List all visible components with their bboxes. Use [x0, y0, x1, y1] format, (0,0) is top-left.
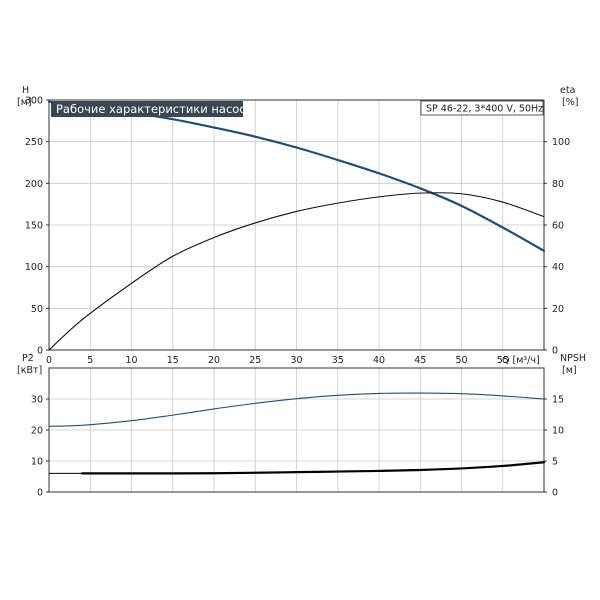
x-tick-label: 35 — [332, 355, 344, 366]
right-tick-label: 15 — [552, 395, 564, 406]
model-label: SP 46-22, 3*400 V, 50Hz — [426, 104, 543, 115]
right-axis-unit: [м] — [562, 365, 577, 376]
x-tick-label: 50 — [455, 355, 467, 366]
right-axis-label: NPSH — [560, 353, 586, 364]
chart-title: Рабочие характеристики насоса — [56, 102, 253, 116]
right-tick-label: 60 — [552, 221, 564, 232]
left-tick-label: 30 — [31, 395, 43, 406]
x-tick-label: 25 — [249, 355, 261, 366]
left-tick-label: 250 — [25, 137, 43, 148]
right-tick-label: 80 — [552, 179, 564, 190]
right-tick-label: 40 — [552, 262, 564, 273]
x-axis-label: Q [м³/ч] — [502, 355, 540, 366]
x-tick-label: 10 — [125, 355, 137, 366]
x-tick-label: 5 — [87, 355, 93, 366]
right-tick-label: 100 — [552, 137, 570, 148]
left-tick-label: 300 — [25, 96, 43, 107]
x-tick-label: 45 — [414, 355, 426, 366]
right-tick-label: 5 — [552, 457, 558, 468]
right-tick-label: 0 — [552, 346, 558, 357]
right-tick-label: 10 — [552, 426, 564, 437]
right-axis-label: eta — [560, 85, 575, 96]
series-line-1-1 — [80, 461, 546, 475]
x-tick-label: 30 — [290, 355, 302, 366]
left-axis-label: H — [22, 85, 29, 96]
left-tick-label: 20 — [31, 426, 43, 437]
left-tick-label: 100 — [25, 262, 43, 273]
left-tick-label: 50 — [31, 304, 43, 315]
right-tick-label: 0 — [552, 488, 558, 499]
left-axis-label: P2 — [22, 353, 34, 364]
left-axis-unit: [м] — [17, 97, 32, 108]
series-line-0-2 — [48, 192, 545, 351]
left-tick-label: 200 — [25, 179, 43, 190]
x-tick-label: 55 — [497, 355, 509, 366]
model-box — [420, 100, 544, 116]
left-tick-label: 0 — [37, 488, 43, 499]
left-tick-label: 10 — [31, 457, 43, 468]
series-line-1-0 — [48, 392, 545, 427]
right-axis-unit: [%] — [562, 97, 578, 108]
x-tick-label: 40 — [373, 355, 385, 366]
grid-panel-0 — [48, 99, 545, 351]
left-tick-label: 150 — [25, 221, 43, 232]
right-tick-label: 20 — [552, 304, 564, 315]
x-tick-label: 20 — [208, 355, 220, 366]
x-tick-label: 0 — [46, 355, 52, 366]
title-banner — [51, 101, 243, 117]
left-tick-label: 0 — [37, 346, 43, 357]
x-tick-label: 15 — [167, 355, 179, 366]
left-axis-unit: [кВт] — [17, 365, 42, 376]
